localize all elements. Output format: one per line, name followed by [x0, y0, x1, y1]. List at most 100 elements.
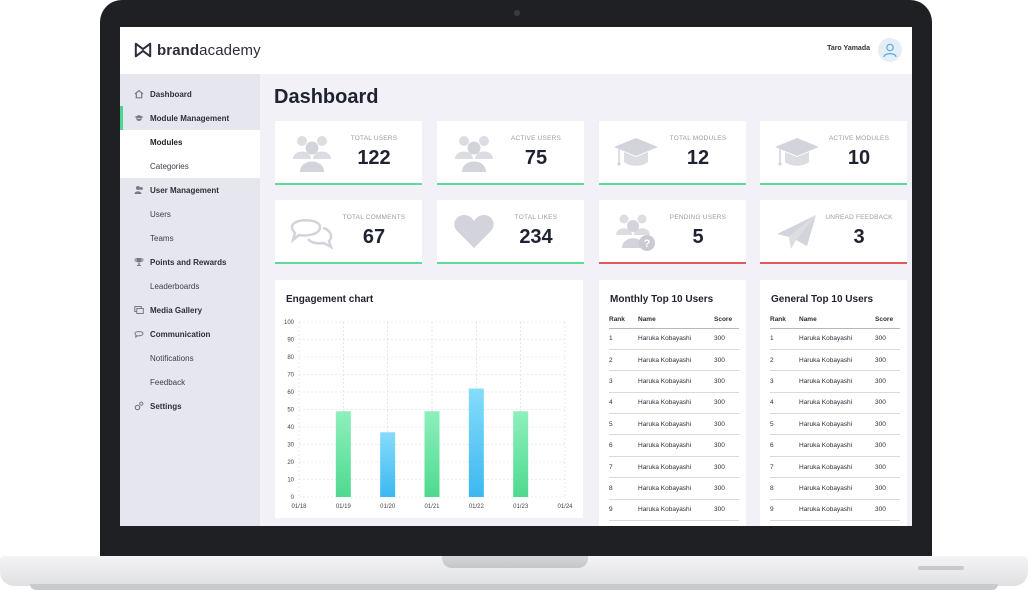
table-row[interactable]: 7 Haruka Kobayashi 300	[770, 456, 900, 479]
user-name[interactable]: Taro Yamada	[827, 45, 870, 52]
column-header-rank: Rank	[770, 311, 799, 329]
table-row[interactable]: 7 Haruka Kobayashi 300	[609, 456, 739, 479]
stat-card-total-modules[interactable]: TOTAL MODULES 12	[599, 121, 746, 185]
user-avatar-icon	[883, 43, 897, 58]
score-cell: 300	[714, 328, 739, 350]
sidebar-item-module-management[interactable]: Module Management	[120, 106, 260, 130]
score-cell: 300	[875, 392, 900, 415]
table-row[interactable]: 1 Haruka Kobayashi 300	[770, 328, 900, 350]
stat-card-active-users[interactable]: ACTIVE USERS 75	[437, 121, 584, 185]
stat-label: TOTAL LIKES	[514, 214, 558, 221]
y-tick-label: 80	[287, 355, 294, 361]
table-row[interactable]: 6 Haruka Kobayashi 300	[609, 434, 739, 457]
brand-name: brandacademy	[157, 41, 261, 59]
stat-card-unread-feedback[interactable]: UNREAD FEEDBACK 3	[760, 200, 907, 264]
rank-cell: 4	[770, 392, 799, 415]
stat-card-total-users[interactable]: TOTAL USERS 122	[275, 121, 422, 185]
table-row[interactable]: 8 Haruka Kobayashi 300	[770, 477, 900, 500]
avatar[interactable]	[878, 38, 902, 62]
table-row[interactable]: 4 Haruka Kobayashi 300	[609, 392, 739, 415]
x-tick-label: 01/19	[336, 504, 352, 510]
name-cell: Haruka Kobayashi	[799, 413, 875, 436]
table-row[interactable]: 8 Haruka Kobayashi 300	[609, 477, 739, 500]
table-row[interactable]: 2 Haruka Kobayashi 300	[609, 349, 739, 372]
app-screen: brandacademy Taro Yamada Dashboard Modul…	[120, 27, 912, 526]
laptop-base-shadow	[30, 584, 998, 590]
name-cell: Haruka Kobayashi	[799, 477, 875, 500]
page-title: Dashboard	[274, 86, 379, 108]
score-cell: 300	[714, 456, 739, 479]
table-row[interactable]: 2 Haruka Kobayashi 300	[770, 349, 900, 372]
stat-value: 122	[357, 147, 391, 169]
score-cell: 300	[714, 499, 739, 522]
stat-card-pending-users[interactable]: ? PENDING USERS 5	[599, 200, 746, 264]
name-cell: Haruka Kobayashi	[638, 392, 714, 415]
table-row[interactable]: 3 Haruka Kobayashi 300	[770, 370, 900, 393]
rank-cell: 2	[770, 349, 799, 372]
rank-cell: 1	[770, 328, 799, 350]
graduation-cap-icon	[134, 115, 144, 121]
name-cell: Haruka Kobayashi	[638, 499, 714, 522]
sidebar-item-label: Settings	[150, 401, 182, 411]
sidebar-item-notifications[interactable]: Notifications	[120, 346, 260, 370]
table-row[interactable]: 6 Haruka Kobayashi 300	[770, 434, 900, 457]
sidebar-item-label: Notifications	[150, 353, 194, 363]
stat-card-active-modules[interactable]: ACTIVE MODULES 10	[760, 121, 907, 185]
sidebar-item-teams[interactable]: Teams	[120, 226, 260, 250]
general-top-users-table: Rank Name Score 1 Haruka Kobayashi 300 2 Har…	[770, 311, 900, 522]
stat-label: TOTAL MODULES	[669, 135, 727, 142]
sidebar-item-feedback[interactable]: Feedback	[120, 370, 260, 394]
table-row[interactable]: 9 Haruka Kobayashi 300	[770, 499, 900, 522]
sidebar-item-user-management[interactable]: User Management	[120, 178, 260, 202]
sidebar-item-settings[interactable]: Settings	[120, 394, 260, 418]
sidebar-item-leaderboards[interactable]: Leaderboards	[120, 274, 260, 298]
table-row[interactable]: 9 Haruka Kobayashi 300	[609, 499, 739, 522]
column-header-score: Score	[875, 311, 900, 329]
table-row[interactable]: 3 Haruka Kobayashi 300	[609, 370, 739, 393]
sidebar-item-label: Module Management	[150, 113, 230, 123]
stat-card-total-comments[interactable]: TOTAL COMMENTS 67	[275, 200, 422, 264]
sidebar-item-modules[interactable]: Modules	[120, 130, 260, 154]
y-tick-label: 70	[287, 373, 294, 379]
sidebar-item-communication[interactable]: Communication	[120, 322, 260, 346]
engagement-chart-title: Engagement chart	[286, 294, 374, 305]
sidebar-item-dashboard[interactable]: Dashboard	[120, 82, 260, 106]
graduation-cap-icon	[775, 138, 819, 166]
name-cell: Haruka Kobayashi	[638, 477, 714, 500]
name-cell: Haruka Kobayashi	[799, 370, 875, 393]
sidebar-item-categories[interactable]: Categories	[120, 154, 260, 178]
stat-value: 67	[362, 226, 386, 248]
general-top-users-panel: General Top 10 Users Rank Name Score 1 Ha…	[760, 280, 907, 526]
sidebar-item-media-gallery[interactable]: Media Gallery	[120, 298, 260, 322]
table-row[interactable]: 5 Haruka Kobayashi 300	[609, 413, 739, 436]
users-icon	[455, 136, 493, 172]
stat-value: 5	[692, 226, 704, 248]
chart-bar	[513, 411, 529, 497]
sidebar-item-label: Modules	[150, 137, 183, 147]
score-cell: 300	[714, 434, 739, 457]
score-cell: 300	[714, 413, 739, 436]
score-cell: 300	[875, 370, 900, 393]
sidebar-item-label: Media Gallery	[150, 305, 203, 315]
score-cell: 300	[875, 477, 900, 500]
stat-card-total-likes[interactable]: TOTAL LIKES 234	[437, 200, 584, 264]
sidebar-item-label: Leaderboards	[150, 281, 200, 291]
sidebar-item-users[interactable]: Users	[120, 202, 260, 226]
sidebar-item-points-and-rewards[interactable]: Points and Rewards	[120, 250, 260, 274]
table-row[interactable]: 5 Haruka Kobayashi 300	[770, 413, 900, 436]
users-icon	[134, 186, 143, 194]
score-cell: 300	[714, 349, 739, 372]
brand-logo[interactable]: brandacademy	[134, 41, 261, 59]
rank-cell: 6	[770, 434, 799, 457]
sidebar-item-label: Communication	[150, 329, 211, 339]
table-row[interactable]: 4 Haruka Kobayashi 300	[770, 392, 900, 415]
name-cell: Haruka Kobayashi	[799, 349, 875, 372]
column-header-rank: Rank	[609, 311, 638, 329]
x-tick-label: 01/22	[469, 504, 485, 510]
score-cell: 300	[875, 499, 900, 522]
x-tick-label: 01/24	[557, 504, 573, 510]
score-cell: 300	[875, 413, 900, 436]
rank-cell: 3	[609, 370, 638, 393]
rank-cell: 9	[609, 499, 638, 522]
table-row[interactable]: 1 Haruka Kobayashi 300	[609, 328, 739, 350]
